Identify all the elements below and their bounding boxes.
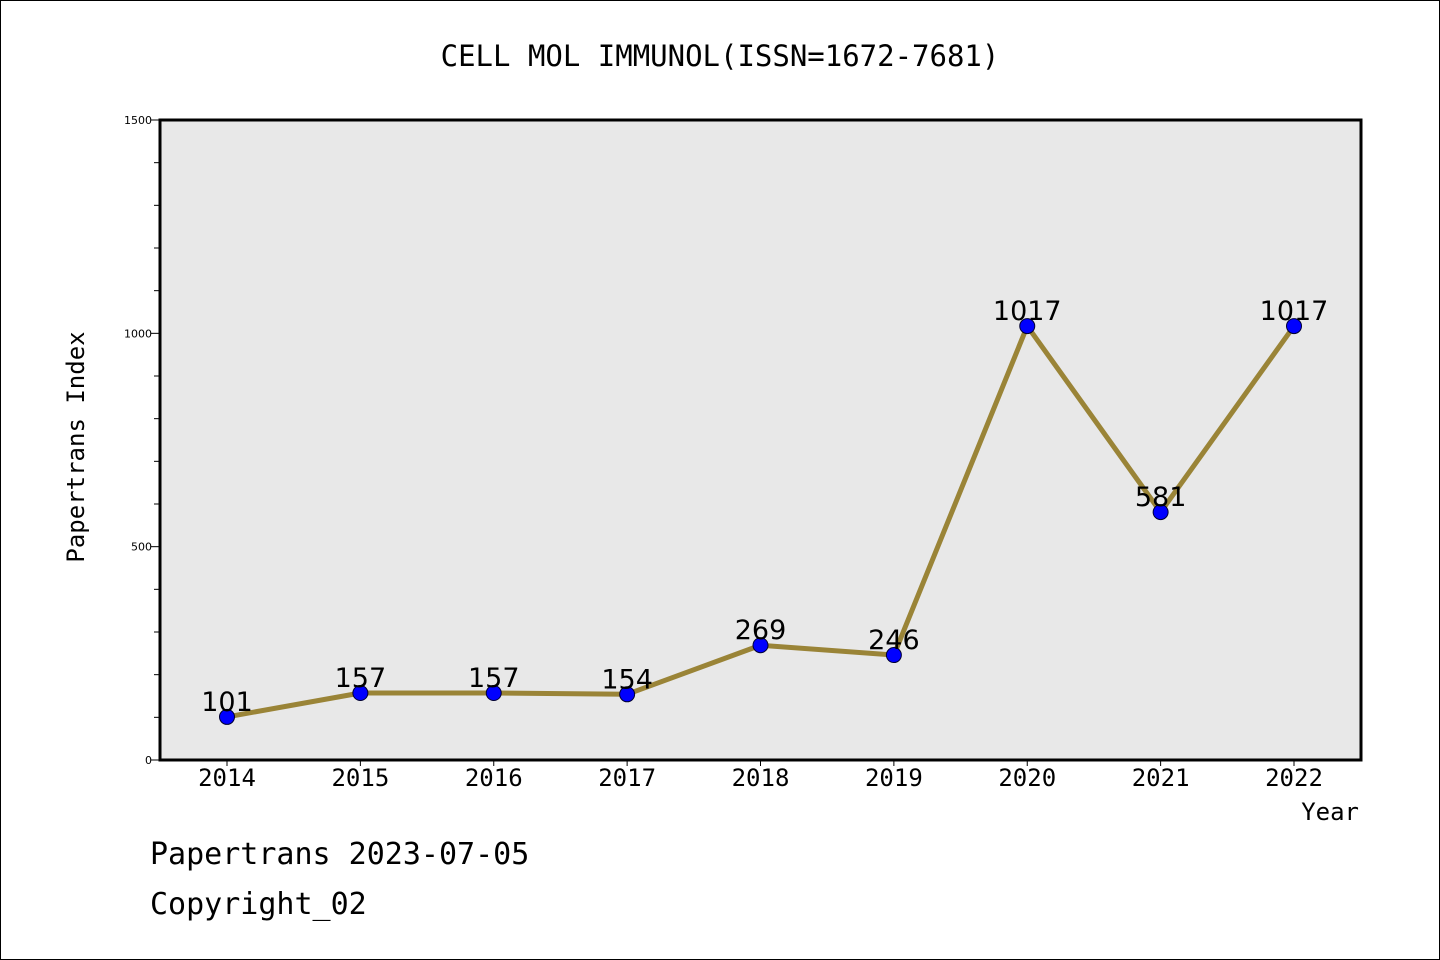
x-tick-label: 2015 bbox=[331, 764, 389, 792]
data-point bbox=[485, 685, 502, 702]
data-point bbox=[352, 685, 369, 702]
y-axis-label: Papertrans Index bbox=[62, 331, 90, 562]
data-label: 157 bbox=[335, 663, 387, 694]
y-tick-label: 0 bbox=[145, 754, 152, 767]
y-tick-label: 500 bbox=[131, 541, 152, 554]
x-axis-label: Year bbox=[1301, 798, 1359, 826]
chart-title: CELL MOL IMMUNOL(ISSN=1672-7681) bbox=[441, 39, 1000, 73]
x-tick-label: 2021 bbox=[1132, 764, 1190, 792]
data-label: 581 bbox=[1135, 482, 1187, 513]
x-tick-label: 2020 bbox=[998, 764, 1056, 792]
data-point bbox=[1019, 318, 1036, 335]
data-label: 246 bbox=[868, 625, 920, 656]
data-label: 1017 bbox=[1260, 296, 1329, 327]
series-markers bbox=[219, 318, 1302, 725]
plot-area bbox=[160, 120, 1361, 760]
x-tick-label: 2019 bbox=[865, 764, 923, 792]
y-tick-label: 1500 bbox=[124, 114, 152, 127]
data-point bbox=[885, 647, 902, 664]
x-tick-label: 2018 bbox=[732, 764, 790, 792]
data-point bbox=[1152, 504, 1169, 521]
data-label: 101 bbox=[201, 687, 253, 718]
x-tick-label: 2014 bbox=[198, 764, 256, 792]
data-labels: 101 157 157 154 269 246 1017 581 1017 bbox=[201, 296, 1328, 718]
data-point bbox=[752, 637, 769, 654]
data-point bbox=[219, 708, 235, 725]
data-label: 269 bbox=[735, 615, 787, 646]
y-tick-label: 1000 bbox=[124, 327, 152, 340]
data-label: 1017 bbox=[993, 296, 1062, 327]
data-label: 157 bbox=[468, 663, 520, 694]
x-axis: 2014 2015 2016 2017 2018 2019 2020 2021 2022 bbox=[198, 760, 1323, 792]
x-tick-label: 2017 bbox=[598, 764, 656, 792]
data-point bbox=[1286, 318, 1302, 335]
data-label: 154 bbox=[601, 664, 653, 695]
x-tick-label: 2016 bbox=[465, 764, 523, 792]
footer-date-line: Papertrans 2023-07-05 bbox=[150, 837, 529, 872]
footer-copyright-line: Copyright_02 bbox=[150, 887, 367, 922]
data-point bbox=[619, 686, 636, 703]
plot-frame bbox=[158, 118, 1363, 762]
x-tick-label: 2022 bbox=[1265, 764, 1323, 792]
